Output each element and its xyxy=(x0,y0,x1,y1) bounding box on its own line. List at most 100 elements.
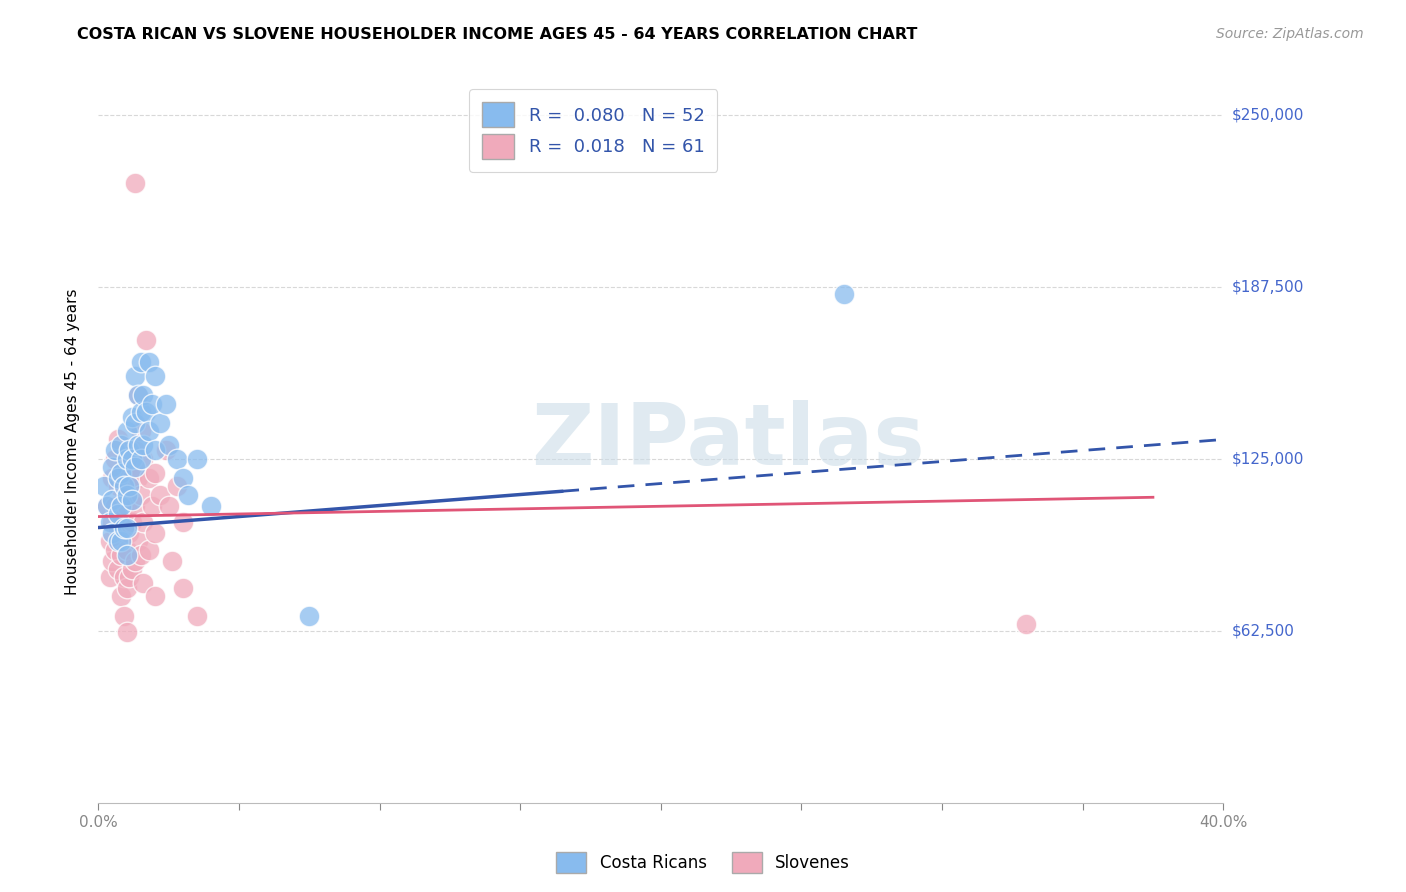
Point xyxy=(135,405,157,419)
Point xyxy=(160,553,183,567)
Point xyxy=(138,471,160,485)
Point xyxy=(132,575,155,590)
Point xyxy=(110,466,132,480)
Point xyxy=(138,542,160,557)
Point xyxy=(118,479,141,493)
Point xyxy=(112,526,135,541)
Point xyxy=(112,570,135,584)
Point xyxy=(149,416,172,430)
Point xyxy=(104,499,127,513)
Point xyxy=(101,471,124,485)
Point xyxy=(143,466,166,480)
Point xyxy=(104,443,127,458)
Point xyxy=(141,397,163,411)
Text: ZIPatlas: ZIPatlas xyxy=(531,400,925,483)
Point xyxy=(132,451,155,466)
Point xyxy=(98,515,121,529)
Point xyxy=(200,499,222,513)
Point xyxy=(107,479,129,493)
Point xyxy=(124,369,146,384)
Point xyxy=(124,177,146,191)
Point xyxy=(115,520,138,534)
Text: COSTA RICAN VS SLOVENE HOUSEHOLDER INCOME AGES 45 - 64 YEARS CORRELATION CHART: COSTA RICAN VS SLOVENE HOUSEHOLDER INCOM… xyxy=(77,27,918,42)
Point xyxy=(98,570,121,584)
Point xyxy=(127,388,149,402)
Point xyxy=(172,515,194,529)
Point xyxy=(155,397,177,411)
Text: $250,000: $250,000 xyxy=(1232,107,1303,122)
Point xyxy=(127,534,149,549)
Point xyxy=(298,608,321,623)
Point xyxy=(107,520,129,534)
Point xyxy=(155,443,177,458)
Point xyxy=(115,548,138,562)
Point xyxy=(124,499,146,513)
Point xyxy=(121,451,143,466)
Point xyxy=(172,581,194,595)
Point xyxy=(101,526,124,541)
Point xyxy=(129,355,152,369)
Point xyxy=(110,438,132,452)
Point xyxy=(96,499,118,513)
Point xyxy=(143,590,166,604)
Point xyxy=(832,286,855,301)
Point xyxy=(115,625,138,640)
Point xyxy=(124,443,146,458)
Text: $125,000: $125,000 xyxy=(1232,451,1303,467)
Point xyxy=(98,534,121,549)
Point xyxy=(132,515,155,529)
Point xyxy=(107,562,129,576)
Point xyxy=(96,499,118,513)
Point xyxy=(101,553,124,567)
Point xyxy=(121,562,143,576)
Legend: R =  0.080   N = 52, R =  0.018   N = 61: R = 0.080 N = 52, R = 0.018 N = 61 xyxy=(470,89,717,172)
Point xyxy=(138,355,160,369)
Point xyxy=(112,520,135,534)
Point xyxy=(172,471,194,485)
Y-axis label: Householder Income Ages 45 - 64 years: Householder Income Ages 45 - 64 years xyxy=(65,288,80,595)
Point xyxy=(124,416,146,430)
Point xyxy=(110,548,132,562)
Point xyxy=(186,451,208,466)
Point xyxy=(132,388,155,402)
Point xyxy=(132,438,155,452)
Point xyxy=(1015,616,1038,631)
Point xyxy=(124,460,146,475)
Point xyxy=(127,388,149,402)
Point xyxy=(129,424,152,438)
Point xyxy=(110,499,132,513)
Point xyxy=(93,479,115,493)
Point xyxy=(107,534,129,549)
Point xyxy=(121,515,143,529)
Point xyxy=(107,471,129,485)
Point xyxy=(115,451,138,466)
Point xyxy=(157,499,180,513)
Point xyxy=(143,526,166,541)
Point xyxy=(121,471,143,485)
Point xyxy=(104,542,127,557)
Point xyxy=(101,515,124,529)
Text: Source: ZipAtlas.com: Source: ZipAtlas.com xyxy=(1216,27,1364,41)
Point xyxy=(166,451,188,466)
Point xyxy=(107,507,129,521)
Point xyxy=(112,608,135,623)
Point xyxy=(143,369,166,384)
Point xyxy=(124,553,146,567)
Point xyxy=(101,493,124,508)
Point xyxy=(104,451,127,466)
Text: $62,500: $62,500 xyxy=(1232,624,1295,639)
Point xyxy=(118,479,141,493)
Point xyxy=(129,451,152,466)
Point xyxy=(129,487,152,501)
Point xyxy=(121,410,143,425)
Point xyxy=(143,443,166,458)
Point xyxy=(115,542,138,557)
Point xyxy=(127,471,149,485)
Point xyxy=(115,499,138,513)
Point xyxy=(121,493,143,508)
Point xyxy=(186,608,208,623)
Point xyxy=(141,499,163,513)
Point xyxy=(135,334,157,348)
Point xyxy=(112,479,135,493)
Point xyxy=(110,534,132,549)
